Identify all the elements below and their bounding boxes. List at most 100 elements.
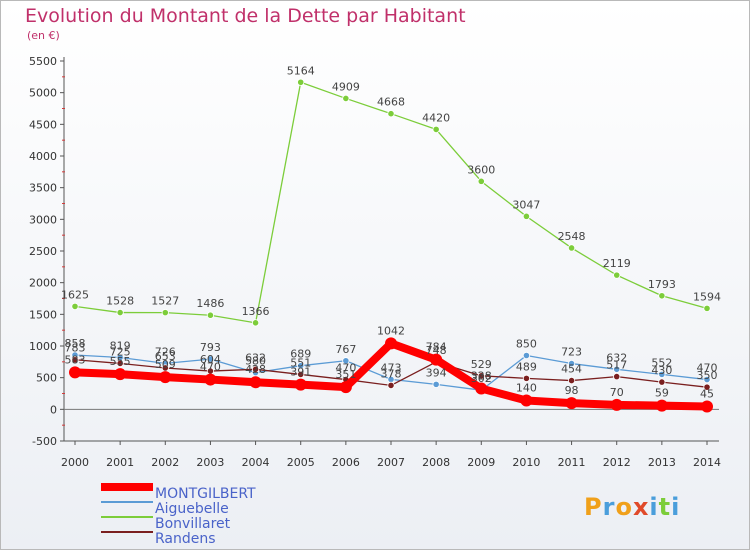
x-tick-label: 2010: [512, 456, 540, 469]
data-label-aiguebelle: 767: [335, 343, 356, 356]
data-label-randens: 604: [200, 353, 221, 366]
data-point-montgilbert: [385, 337, 397, 350]
legend-swatch-bonvillaret: [101, 516, 153, 518]
data-point-bonvillaret: [251, 319, 260, 327]
data-label-montgilbert: 59: [655, 387, 669, 400]
data-point-aiguebelle: [206, 355, 215, 363]
data-label-bonvillaret: 1594: [693, 290, 721, 303]
data-point-bonvillaret: [522, 212, 531, 220]
data-label-montgilbert: 470: [200, 361, 221, 374]
x-tick-label: 2007: [377, 456, 405, 469]
data-label-aiguebelle: 723: [561, 346, 582, 359]
data-label-montgilbert: 70: [610, 386, 624, 399]
x-tick-label: 2000: [61, 456, 89, 469]
x-tick-label: 2009: [467, 456, 495, 469]
x-tick-label: 2001: [106, 456, 134, 469]
data-point-aiguebelle: [703, 375, 711, 384]
y-tick-label: 3500: [29, 182, 57, 195]
legend-swatch-randens: [101, 531, 153, 533]
data-label-randens: 350: [697, 369, 718, 382]
y-tick-label: 5000: [29, 87, 57, 100]
y-tick-label: 2000: [29, 277, 57, 290]
proxiti-logo: Proxiti: [584, 493, 680, 521]
legend-label-bonvillaret: Bonvillaret: [155, 516, 231, 532]
data-label-aiguebelle: 580: [245, 355, 266, 368]
data-label-bonvillaret: 4668: [377, 96, 405, 109]
series-lines: [69, 78, 713, 413]
data-point-bonvillaret: [658, 292, 666, 300]
x-tick-label: 2006: [332, 456, 360, 469]
logo-letter: t: [658, 493, 672, 521]
legend-label-randens: Randens: [155, 531, 216, 547]
data-point-bonvillaret: [206, 311, 215, 319]
data-point-montgilbert: [339, 381, 352, 394]
series-line-bonvillaret: [74, 81, 708, 324]
data-label-bonvillaret: 4909: [332, 80, 360, 93]
data-label-randens: 725: [110, 345, 131, 358]
y-tick-label: 2500: [29, 245, 57, 258]
data-point-bonvillaret: [567, 244, 576, 252]
data-label-randens: 454: [561, 363, 582, 376]
data-label-bonvillaret: 1527: [151, 295, 179, 308]
x-tick-label: 2013: [648, 456, 676, 469]
legend-label-aiguebelle: Aiguebelle: [155, 501, 229, 517]
data-label-aiguebelle: 473: [381, 361, 402, 374]
data-point-montgilbert: [520, 394, 533, 407]
data-label-aiguebelle: 302: [471, 372, 492, 385]
data-label-bonvillaret: 1366: [242, 305, 270, 318]
data-point-montgilbert: [701, 400, 713, 413]
data-point-randens: [658, 378, 666, 386]
data-point-bonvillaret: [613, 271, 621, 279]
logo-letter: o: [615, 493, 633, 521]
data-point-montgilbert: [430, 353, 443, 366]
data-point-randens: [387, 381, 395, 389]
data-point-randens: [116, 359, 124, 368]
data-point-montgilbert: [565, 397, 578, 410]
data-label-bonvillaret: 1793: [648, 278, 676, 291]
data-label-bonvillaret: 4420: [422, 111, 450, 124]
data-label-bonvillaret: 5164: [287, 64, 315, 77]
y-tick-label: 0: [50, 403, 57, 416]
logo-letter: i: [649, 493, 659, 521]
data-point-bonvillaret: [342, 94, 350, 103]
data-label-montgilbert: 140: [516, 381, 537, 394]
data-label-bonvillaret: 1528: [106, 295, 134, 308]
data-label-montgilbert: 583: [65, 353, 86, 366]
y-tick-label: 5500: [29, 55, 57, 68]
y-tick-label: 4500: [29, 118, 57, 131]
data-label-montgilbert: 328: [471, 370, 492, 383]
data-point-montgilbert: [475, 382, 488, 395]
x-tick-label: 2003: [196, 456, 224, 469]
data-label-montgilbert: 98: [565, 384, 579, 397]
data-point-randens: [703, 383, 711, 391]
x-tick-label: 2014: [693, 456, 721, 469]
data-label-montgilbert: 555: [110, 355, 131, 368]
data-label-randens: 783: [65, 342, 86, 355]
data-point-randens: [613, 372, 621, 381]
data-label-bonvillaret: 1625: [61, 288, 89, 301]
logo-letter: P: [584, 493, 603, 521]
data-label-randens: 517: [606, 359, 627, 372]
data-point-randens: [522, 374, 531, 382]
data-label-montgilbert: 509: [155, 358, 176, 371]
x-tick-label: 2011: [558, 456, 586, 469]
data-label-aiguebelle: 470: [697, 362, 718, 375]
data-point-montgilbert: [159, 371, 172, 384]
logo-letter: r: [602, 493, 616, 521]
data-point-bonvillaret: [297, 78, 305, 86]
data-label-montgilbert: 784: [426, 341, 447, 354]
data-label-aiguebelle: 552: [651, 356, 672, 369]
x-tick-label: 2008: [422, 456, 450, 469]
x-tick-label: 2002: [151, 456, 179, 469]
data-label-bonvillaret: 2548: [558, 230, 586, 243]
data-label-montgilbert: 428: [245, 363, 266, 376]
data-point-aiguebelle: [658, 370, 666, 378]
data-label-aiguebelle: 819: [110, 339, 131, 352]
data-label-aiguebelle: 793: [200, 341, 221, 354]
data-label-randens: 378: [381, 367, 402, 380]
y-tick-label: 3000: [29, 213, 57, 226]
data-point-montgilbert: [294, 378, 307, 391]
data-point-bonvillaret: [432, 125, 440, 133]
